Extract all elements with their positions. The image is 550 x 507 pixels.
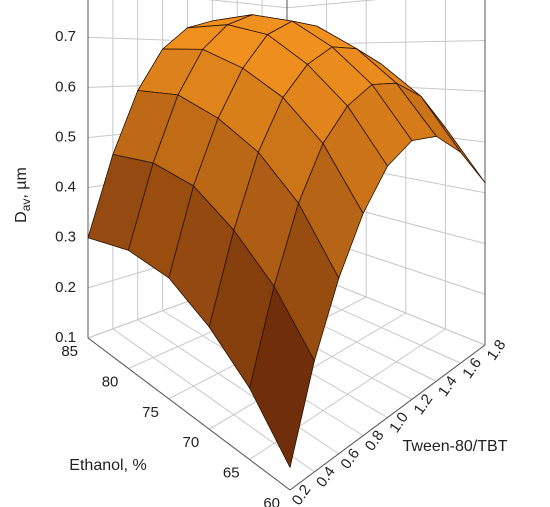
x-tick-label: 85 xyxy=(61,343,78,360)
z-label-sub: av xyxy=(19,199,33,212)
box-edge xyxy=(289,344,486,491)
grid-line xyxy=(286,0,378,9)
z-axis-label: Dav, µm xyxy=(13,167,33,223)
y-axis-label: Tween-80/TBT xyxy=(403,438,508,455)
y-tick-label: 1.2 xyxy=(410,391,436,418)
x-tick-label: 75 xyxy=(142,404,159,421)
surface-cell xyxy=(249,285,315,468)
z-label-rest: , µm xyxy=(13,167,30,198)
x-tick-label: 60 xyxy=(263,495,280,507)
x-axis-label: Ethanol, % xyxy=(69,457,146,474)
y-tick-label: 0.6 xyxy=(337,445,363,472)
z-label-main: D xyxy=(13,211,30,223)
y-tick-label: 1.8 xyxy=(484,337,510,364)
z-tick-label: 0.6 xyxy=(55,78,76,95)
z-tick-label: 0.5 xyxy=(55,128,76,145)
y-tick-label: 1.4 xyxy=(435,373,461,400)
grid-line xyxy=(207,0,288,9)
z-tick-label: 0.1 xyxy=(55,329,76,346)
y-tick-label: 0.2 xyxy=(289,482,315,507)
z-tick-label: 0.3 xyxy=(55,229,76,246)
y-tick-label: 0.8 xyxy=(362,427,388,454)
y-tick-label: 0.4 xyxy=(313,464,339,491)
z-tick-label: 0.4 xyxy=(55,179,76,196)
y-tick-label: 1.0 xyxy=(386,409,412,436)
x-tick-label: 70 xyxy=(183,434,200,451)
z-tick-label: 0.2 xyxy=(55,279,76,296)
box-edge xyxy=(87,337,291,491)
grid-line xyxy=(137,319,340,455)
y-tick-label: 1.6 xyxy=(459,355,485,382)
x-tick-label: 80 xyxy=(102,373,119,390)
z-tick-label: 0.7 xyxy=(55,28,76,45)
x-tick-label: 65 xyxy=(223,465,240,482)
